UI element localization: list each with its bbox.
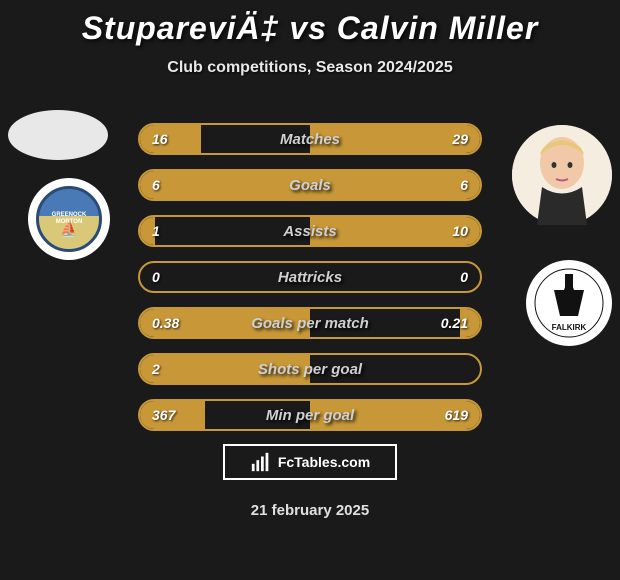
falkirk-crest-icon: FALKIRK (534, 268, 604, 338)
player-photo-left (8, 110, 108, 160)
fctables-brand: FcTables.com (223, 444, 397, 480)
ship-icon: ⛵ (60, 222, 77, 237)
team-logo-left: GREENOCK MORTON ⛵ (28, 178, 110, 260)
stat-label: Assists (140, 223, 480, 240)
stat-row: 6Goals6 (138, 169, 482, 201)
stat-label: Shots per goal (140, 361, 480, 378)
stat-label: Hattricks (140, 269, 480, 286)
comparison-date: 21 february 2025 (0, 502, 620, 519)
comparison-title: StupareviÄ‡ vs Calvin Miller (0, 0, 620, 47)
stat-value-right: 6 (460, 177, 468, 193)
chart-icon (250, 451, 272, 473)
stat-label: Min per goal (140, 407, 480, 424)
comparison-subtitle: Club competitions, Season 2024/2025 (0, 59, 620, 77)
stat-row: 16Matches29 (138, 123, 482, 155)
stat-value-right: 0.21 (441, 315, 468, 331)
stat-label: Goals (140, 177, 480, 194)
brand-text: FcTables.com (278, 454, 370, 470)
morton-crest-icon: GREENOCK MORTON ⛵ (36, 186, 102, 252)
team-logo-right: FALKIRK (526, 260, 612, 346)
stat-label: Goals per match (140, 315, 480, 332)
stat-label: Matches (140, 131, 480, 148)
player-photo-right (512, 125, 612, 225)
stat-row: 0Hattricks0 (138, 261, 482, 293)
svg-text:FALKIRK: FALKIRK (552, 323, 587, 332)
stat-value-right: 619 (445, 407, 468, 423)
stat-value-right: 10 (452, 223, 468, 239)
stat-value-right: 29 (452, 131, 468, 147)
stat-row: 1Assists10 (138, 215, 482, 247)
stat-row: 367Min per goal619 (138, 399, 482, 431)
player-face-icon (512, 125, 612, 225)
stat-value-right: 0 (460, 269, 468, 285)
stat-row: 0.38Goals per match0.21 (138, 307, 482, 339)
stat-row: 2Shots per goal (138, 353, 482, 385)
stats-container: 16Matches296Goals61Assists100Hattricks00… (138, 123, 482, 445)
